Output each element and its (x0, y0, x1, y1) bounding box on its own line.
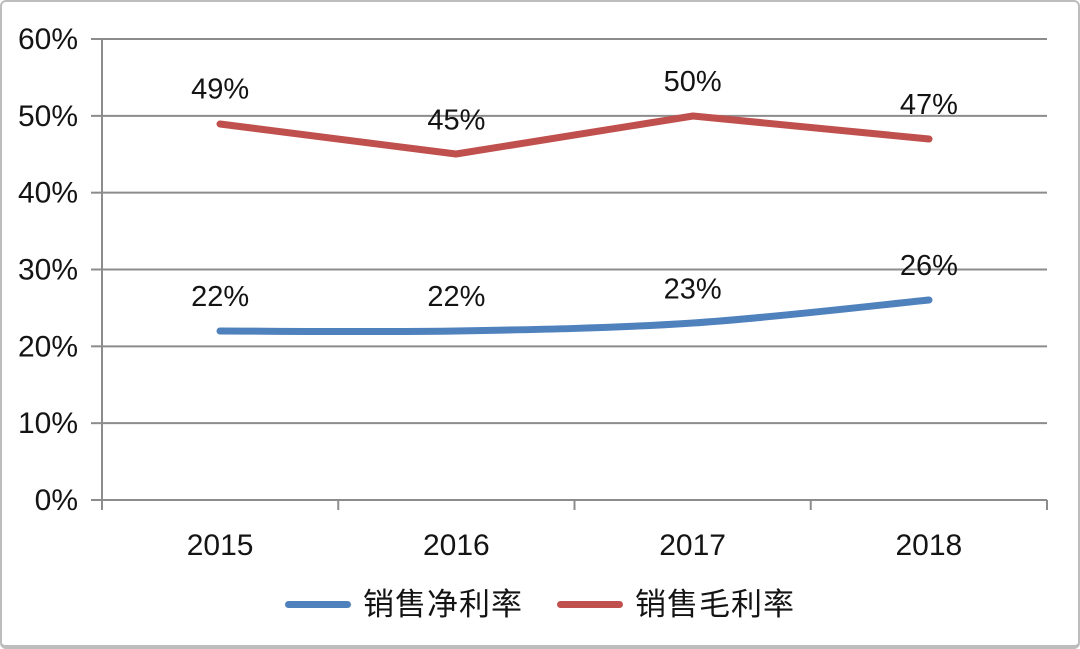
legend-swatch-net-profit-margin (285, 600, 351, 608)
data-label: 23% (664, 273, 722, 305)
y-axis-tick-label: 20% (18, 330, 78, 363)
legend-item-net-profit-margin: 销售净利率 (285, 589, 523, 620)
y-axis-tick-label: 40% (18, 177, 78, 210)
x-axis-tick-label: 2016 (423, 529, 490, 562)
y-axis-tick-label: 30% (18, 254, 78, 287)
series-line-0 (216, 296, 933, 336)
legend-label-gross-profit-margin: 销售毛利率 (635, 586, 795, 622)
data-label: 22% (427, 281, 485, 313)
data-label: 26% (900, 250, 958, 282)
legend-item-gross-profit-margin: 销售毛利率 (557, 589, 795, 620)
y-axis-tick-label: 60% (18, 23, 78, 56)
data-label: 45% (427, 104, 485, 136)
data-label: 47% (900, 89, 958, 121)
chart-legend: 销售净利率 销售毛利率 (2, 583, 1078, 625)
data-label: 49% (191, 74, 249, 106)
y-axis-tick-label: 50% (18, 100, 78, 133)
legend-label-net-profit-margin: 销售净利率 (363, 586, 523, 622)
x-axis-tick-label: 2015 (187, 529, 254, 562)
x-axis-tick-label: 2017 (659, 529, 726, 562)
data-label: 22% (191, 281, 249, 313)
y-axis-tick-label: 10% (18, 407, 78, 440)
x-axis-tick-label: 2018 (896, 529, 963, 562)
data-label: 50% (664, 66, 722, 98)
series-line-1 (216, 112, 933, 158)
legend-swatch-gross-profit-margin (557, 600, 623, 608)
y-axis-tick-label: 0% (35, 484, 78, 517)
